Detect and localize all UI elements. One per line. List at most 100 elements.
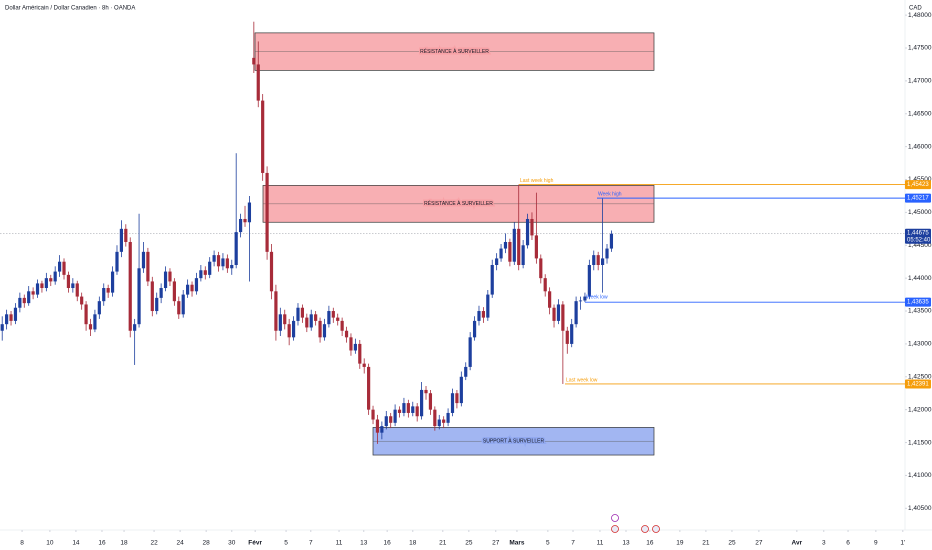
candle-body: [477, 311, 481, 321]
x-tick-label: 19: [676, 540, 684, 547]
candle-body: [596, 255, 600, 265]
candle-body: [190, 284, 194, 292]
candle-body: [35, 283, 40, 295]
candle-body: [468, 337, 472, 367]
candle-body: [66, 274, 71, 289]
candle-body: [238, 218, 243, 233]
candle-body: [234, 232, 238, 265]
x-tick-label: 14: [72, 540, 80, 547]
candle-body: [406, 403, 410, 413]
candle-body: [296, 307, 300, 321]
candle-body: [574, 301, 578, 325]
candle-body: [318, 320, 322, 338]
y-tick-label: 1,46000: [908, 143, 932, 150]
level-price-label: 1,45423: [907, 182, 929, 188]
chart-title: Dollar Américain / Dollar Canadien · 8h …: [5, 6, 135, 12]
level-name: Last week low: [566, 377, 598, 383]
candle-body: [84, 304, 88, 325]
candle-body: [389, 416, 393, 423]
candle-body: [261, 100, 265, 173]
candle-body: [367, 366, 371, 410]
level-price-box: [905, 297, 931, 307]
candle-body: [9, 314, 13, 321]
candle-body: [5, 314, 9, 325]
event-icon[interactable]: [641, 525, 649, 533]
candle-body: [163, 271, 168, 289]
event-icon[interactable]: [611, 525, 619, 533]
candle-body: [512, 228, 516, 262]
y-tick-label: 1,43000: [908, 341, 932, 348]
candle-body: [102, 288, 106, 302]
candle-body: [181, 294, 185, 315]
x-tick-label: 13: [360, 540, 368, 547]
candle-body: [353, 343, 357, 351]
candle-body: [300, 307, 305, 318]
y-tick-label: 1,42000: [908, 406, 932, 413]
candle-body: [433, 409, 437, 427]
event-icon[interactable]: [652, 525, 660, 533]
candle-body: [177, 301, 181, 315]
candle-body: [110, 271, 115, 293]
candle-body: [137, 268, 141, 325]
candle-body: [503, 241, 508, 249]
candle-body: [592, 255, 596, 265]
candle-body: [472, 320, 477, 338]
level-price-box: [905, 379, 931, 389]
candle-body: [287, 324, 291, 338]
candle-body: [314, 314, 318, 321]
candle-body: [256, 64, 260, 101]
candle-body: [393, 409, 397, 423]
candle-body: [561, 304, 565, 331]
candle-body: [291, 320, 296, 338]
candle-body: [570, 324, 574, 344]
event-icon[interactable]: [611, 514, 619, 522]
candle-body: [530, 218, 534, 236]
y-tick-label: 1,47000: [908, 78, 932, 85]
candle-body: [481, 311, 486, 318]
candle-body: [490, 265, 494, 295]
x-tick-label: 11: [336, 540, 343, 547]
candle-body: [539, 258, 543, 279]
candle-body: [133, 324, 137, 331]
x-tick-label: 30: [228, 540, 236, 547]
candle-body: [336, 317, 340, 321]
candle-body: [605, 248, 609, 259]
y-tick-label: 1,40500: [908, 505, 932, 512]
candle-body: [57, 261, 62, 272]
candle-body: [146, 251, 150, 282]
event-icons[interactable]: [611, 514, 660, 533]
candle-body: [216, 255, 221, 267]
candle-body: [517, 228, 521, 265]
zone-label: RÉSISTANCE À SURVEILLER: [420, 48, 489, 55]
x-tick-label: 18: [120, 540, 128, 547]
y-tick-label: 1,47500: [908, 45, 932, 52]
candle-body: [88, 324, 93, 330]
candle-body: [71, 283, 75, 289]
candle-body: [486, 294, 490, 318]
candle-body: [203, 270, 207, 275]
candle-body: [309, 314, 313, 328]
candle-body: [362, 363, 366, 367]
candle-body: [397, 409, 402, 413]
candle-body: [384, 416, 388, 427]
candle-body: [331, 311, 335, 318]
x-tick-label: 16: [98, 540, 106, 547]
candle-body: [424, 389, 428, 394]
currency-label: CAD: [909, 6, 922, 12]
x-tick-label: Avr: [792, 540, 803, 547]
y-tick-label: 1,42500: [908, 374, 932, 381]
candle-body: [247, 202, 252, 223]
candle-body: [464, 366, 468, 377]
candle-body: [115, 251, 119, 272]
x-tick-label: 10: [46, 540, 54, 547]
x-tick-label: Févr: [248, 540, 262, 547]
candle-body: [521, 245, 525, 265]
candle-body: [269, 251, 274, 292]
x-tick-label: 5: [284, 540, 288, 547]
candle-body: [221, 258, 225, 267]
candle-body: [128, 241, 132, 331]
candle-body: [22, 297, 26, 304]
candle-body: [587, 265, 591, 297]
candle-body: [199, 270, 203, 279]
